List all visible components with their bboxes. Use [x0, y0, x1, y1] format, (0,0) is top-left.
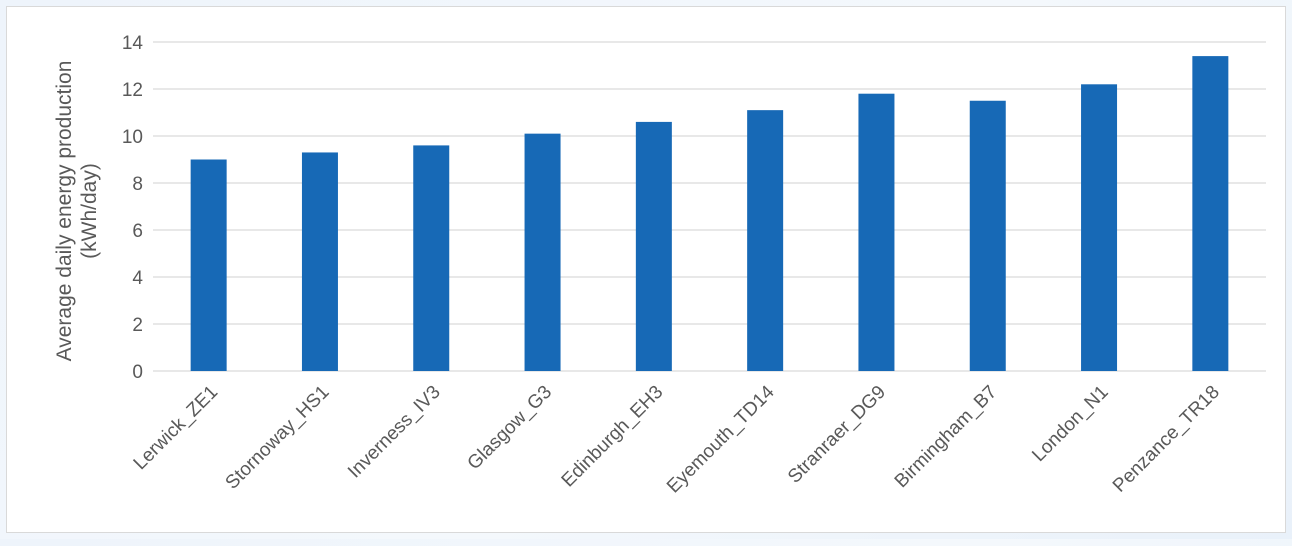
x-tick-label: Inverness_IV3: [344, 382, 445, 483]
bars: [190, 56, 1229, 372]
x-tick-label: Stornoway_HS1: [222, 382, 334, 494]
x-tick-label: Glasgow_G3: [464, 382, 557, 475]
bar-Inverness_IV3: [413, 145, 450, 371]
chart-frame: 0 2 4 6 8 10 12 14 Lerwick_ZE1 Stornoway_HS1 Inve…: [6, 6, 1286, 533]
bar-Penzance_TR18: [1192, 56, 1229, 371]
bar-chart: 0 2 4 6 8 10 12 14 Lerwick_ZE1 Stornoway_HS1 Inve…: [53, 33, 1266, 497]
y-tick-label: 0: [132, 362, 143, 383]
bar-Edinburgh_EH3: [635, 121, 672, 372]
x-tick-label: Birmingham_B7: [891, 382, 1001, 492]
y-tick-label: 8: [132, 174, 143, 195]
y-tick-label: 10: [122, 127, 143, 148]
y-tick-labels: 0 2 4 6 8 10 12 14: [122, 33, 144, 383]
bar-Stornoway_HS1: [301, 152, 338, 371]
bar-Glasgow_G3: [524, 133, 561, 371]
x-tick-label: Penzance_TR18: [1109, 382, 1224, 497]
y-tick-label: 6: [132, 221, 143, 242]
x-tick-label: Edinburgh_EH3: [558, 382, 668, 492]
x-tick-labels: Lerwick_ZE1 Stornoway_HS1 Inverness_IV3 Gla…: [130, 381, 1224, 497]
y-tick-label: 14: [122, 33, 144, 54]
x-tick-label: London_N1: [1028, 382, 1112, 466]
x-tick-label: Stranraer_DG9: [784, 382, 890, 488]
x-tick-label: Eyemouth_TD14: [663, 381, 779, 497]
y-tick-label: 2: [132, 315, 143, 336]
y-tick-label: 12: [122, 80, 143, 101]
bar-Stranraer_DG9: [858, 93, 895, 371]
y-axis-title-line-2: (kWh/day): [78, 163, 101, 259]
grid-lines: [153, 41, 1266, 372]
y-axis-title-line-1: Average daily energy production: [53, 61, 76, 362]
bar-Birmingham_B7: [969, 100, 1006, 371]
bar-Lerwick_ZE1: [190, 159, 227, 371]
bar-Eyemouth_TD14: [747, 110, 784, 372]
y-tick-label: 4: [132, 268, 143, 289]
bar-London_N1: [1081, 84, 1118, 372]
x-tick-label: Lerwick_ZE1: [130, 382, 223, 475]
